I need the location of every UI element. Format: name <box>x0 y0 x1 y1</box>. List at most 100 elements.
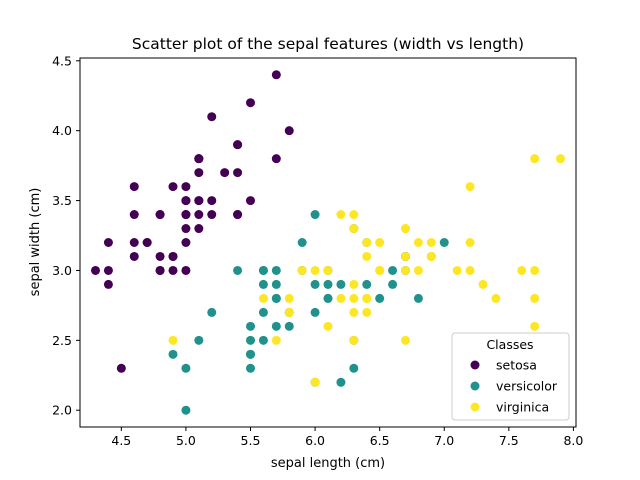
legend-marker-setosa <box>470 360 480 370</box>
point-setosa-18 <box>271 154 281 164</box>
point-virginica-45 <box>401 265 410 275</box>
point-virginica-22 <box>530 293 540 303</box>
y-tick-label: 2.5 <box>52 333 72 348</box>
point-virginica-13 <box>271 335 281 345</box>
point-virginica-42 <box>284 307 294 317</box>
point-virginica-19 <box>310 377 320 387</box>
point-virginica-27 <box>323 265 333 275</box>
point-versicolor-42 <box>284 321 294 331</box>
y-tick-label: 2.0 <box>52 403 72 418</box>
point-setosa-27 <box>207 196 217 206</box>
point-setosa-34 <box>168 251 178 261</box>
point-virginica-30 <box>491 293 501 303</box>
point-setosa-29 <box>142 238 152 247</box>
point-virginica-9 <box>465 182 475 192</box>
point-setosa-39 <box>194 210 204 220</box>
x-tick-label: 4.5 <box>111 433 131 448</box>
point-versicolor-24 <box>362 279 372 289</box>
point-setosa-22 <box>129 182 139 192</box>
legend-box <box>451 332 570 421</box>
point-setosa-47 <box>129 238 139 247</box>
point-versicolor-37 <box>349 363 359 373</box>
point-versicolor-18 <box>336 377 346 387</box>
point-setosa-46 <box>194 154 204 164</box>
point-versicolor-47 <box>336 279 346 289</box>
point-virginica-47 <box>375 265 385 275</box>
point-versicolor-26 <box>413 293 423 303</box>
point-versicolor-28 <box>310 279 320 289</box>
point-setosa-42 <box>103 238 113 247</box>
point-versicolor-46 <box>271 279 281 289</box>
point-virginica-43 <box>413 238 423 247</box>
chart-title: Scatter plot of the sepal features (widt… <box>132 35 524 53</box>
point-virginica-20 <box>426 238 436 247</box>
point-virginica-15 <box>362 238 372 247</box>
x-axis-label: sepal length (cm) <box>271 456 385 471</box>
point-setosa-10 <box>233 168 243 178</box>
point-setosa-48 <box>220 168 230 178</box>
point-virginica-2 <box>452 265 462 275</box>
point-virginica-5 <box>517 265 527 275</box>
point-setosa-32 <box>207 112 217 122</box>
y-axis-label: sepal width (cm) <box>28 188 43 297</box>
point-setosa-17 <box>194 196 204 206</box>
point-versicolor-8 <box>388 279 398 289</box>
point-versicolor-48 <box>194 335 204 345</box>
point-virginica-34 <box>323 321 333 331</box>
point-versicolor-49 <box>271 293 281 303</box>
point-setosa-14 <box>284 126 294 136</box>
point-virginica-14 <box>284 293 294 303</box>
point-versicolor-9 <box>207 307 217 317</box>
point-versicolor-13 <box>323 279 333 289</box>
legend-label-virginica: virginica <box>496 400 549 415</box>
point-virginica-25 <box>465 238 475 247</box>
point-setosa-35 <box>181 238 191 247</box>
point-virginica-46 <box>349 335 359 345</box>
point-virginica-7 <box>478 279 488 289</box>
point-virginica-41 <box>426 251 436 261</box>
point-virginica-38 <box>310 265 320 275</box>
point-virginica-17 <box>530 154 540 164</box>
point-versicolor-14 <box>258 279 268 289</box>
point-setosa-49 <box>181 224 191 234</box>
point-setosa-30 <box>155 251 165 261</box>
point-virginica-37 <box>362 251 372 261</box>
point-setosa-33 <box>246 98 255 108</box>
point-versicolor-3 <box>246 363 255 373</box>
y-tick-label: 4.0 <box>52 123 72 138</box>
point-versicolor-25 <box>388 265 398 275</box>
point-virginica-36 <box>349 210 359 220</box>
y-tick-label: 3.5 <box>52 193 72 208</box>
point-virginica-48 <box>336 210 346 220</box>
point-versicolor-34 <box>233 265 243 275</box>
point-setosa-45 <box>155 265 165 275</box>
point-versicolor-35 <box>310 210 320 220</box>
point-virginica-33 <box>349 293 359 303</box>
point-virginica-8 <box>401 335 410 345</box>
point-setosa-1 <box>168 265 178 275</box>
point-setosa-3 <box>129 251 139 261</box>
plot-frame <box>79 57 577 428</box>
point-setosa-24 <box>155 210 165 220</box>
point-setosa-37 <box>168 182 178 192</box>
y-axis-ticks: 2.0 2.5 3.0 3.5 4.0 4.5 <box>52 53 80 418</box>
point-virginica-49 <box>297 265 307 275</box>
x-tick-label: 5.0 <box>176 433 196 448</box>
point-versicolor-19 <box>258 335 268 345</box>
point-setosa-15 <box>271 70 281 80</box>
point-versicolor-31 <box>246 349 255 359</box>
point-virginica-26 <box>336 293 346 303</box>
point-setosa-23 <box>194 224 204 234</box>
x-axis-ticks: 4.5 5.0 5.5 6.0 6.5 7.0 7.5 8.0 <box>111 427 583 448</box>
point-versicolor-45 <box>271 265 281 275</box>
point-setosa-13 <box>91 265 100 275</box>
point-versicolor-39 <box>246 335 255 345</box>
y-tick-label: 3.0 <box>52 263 72 278</box>
x-tick-label: 7.0 <box>434 433 454 448</box>
point-setosa-16 <box>233 140 243 150</box>
point-versicolor-29 <box>271 321 281 331</box>
point-virginica-10 <box>375 238 385 247</box>
point-setosa-6 <box>129 210 139 220</box>
legend: Classes setosa versicolor virginica <box>451 332 570 421</box>
